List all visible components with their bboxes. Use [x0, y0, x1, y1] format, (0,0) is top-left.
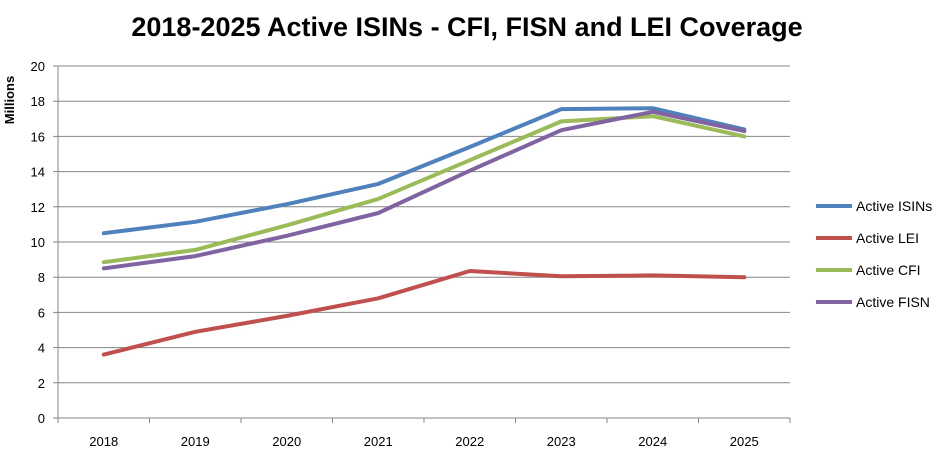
y-axis-ticks: 0 2 4 6 8 10 12 14 16 18 20	[31, 59, 58, 426]
y-tick-label: 20	[31, 59, 45, 74]
x-tick-label: 2021	[364, 434, 393, 449]
series-lines	[101, 106, 747, 357]
legend-label: Active ISINs	[856, 198, 932, 214]
y-axis-label: Millions	[2, 76, 17, 124]
x-axis-ticks: 2018 2019 2020 2021 2022 2023 2024 2025	[57, 418, 791, 449]
x-tick-label: 2023	[547, 434, 576, 449]
legend-label: Active LEI	[856, 230, 919, 246]
x-tick-label: 2022	[455, 434, 484, 449]
y-tick-label: 2	[38, 376, 45, 391]
y-tick-label: 8	[38, 270, 45, 285]
legend-label: Active CFI	[856, 262, 921, 278]
x-tick-label: 2019	[181, 434, 210, 449]
legend-label: Active FISN	[856, 294, 930, 310]
y-tick-label: 12	[31, 200, 45, 215]
x-tick-label: 2020	[272, 434, 301, 449]
y-tick-label: 14	[31, 165, 45, 180]
x-tick-label: 2024	[638, 434, 667, 449]
x-tick-label: 2018	[89, 434, 118, 449]
y-tick-label: 16	[31, 129, 45, 144]
chart-title: 2018-2025 Active ISINs - CFI, FISN and L…	[131, 12, 802, 42]
series-line-active-isins	[101, 106, 747, 236]
gridlines	[58, 65, 790, 384]
legend: Active ISINs Active LEI Active CFI Active F…	[816, 198, 932, 310]
y-tick-label: 18	[31, 94, 45, 109]
x-tick-label: 2025	[730, 434, 759, 449]
series-line-active-lei	[101, 269, 747, 357]
y-tick-label: 6	[38, 305, 45, 320]
series-line-active-cfi	[101, 114, 747, 265]
y-tick-label: 4	[38, 341, 45, 356]
series-line-active-fisn	[101, 109, 747, 271]
y-tick-label: 10	[31, 235, 45, 250]
y-tick-label: 0	[38, 411, 45, 426]
